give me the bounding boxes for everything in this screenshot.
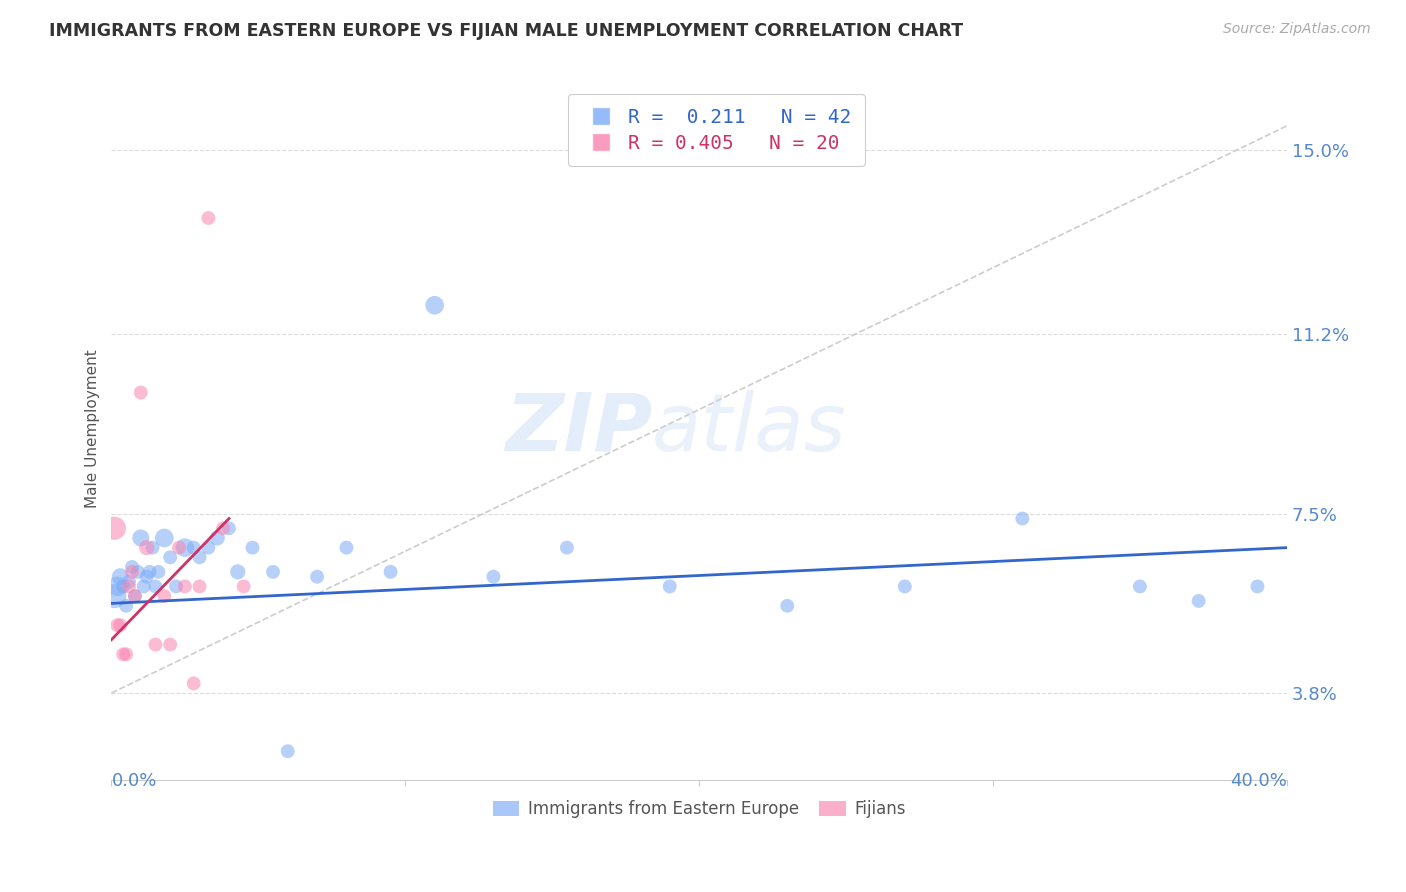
Point: [307, 570, 329, 584]
Point: [153, 589, 176, 603]
Point: [173, 541, 195, 555]
Point: [1246, 579, 1268, 593]
Point: [112, 647, 135, 661]
Point: [135, 570, 157, 584]
Point: [218, 521, 240, 535]
Point: [1011, 511, 1033, 525]
Point: [103, 589, 125, 603]
Text: atlas: atlas: [652, 390, 846, 468]
Point: [118, 579, 141, 593]
Point: [153, 531, 176, 545]
Point: [335, 541, 357, 555]
Point: [124, 589, 146, 603]
Point: [138, 565, 160, 579]
Point: [145, 579, 167, 593]
Point: [129, 531, 152, 545]
Point: [159, 638, 181, 652]
Point: [112, 579, 135, 593]
Point: [183, 676, 205, 690]
Point: [121, 560, 143, 574]
Point: [167, 541, 190, 555]
Point: [129, 385, 152, 400]
Point: [226, 565, 249, 579]
Point: [212, 521, 235, 535]
Point: [188, 550, 211, 565]
Point: [135, 541, 157, 555]
Point: [423, 298, 446, 312]
Point: [776, 599, 799, 613]
Point: [115, 599, 138, 613]
Point: [118, 574, 141, 589]
Point: [262, 565, 284, 579]
Point: [277, 744, 299, 758]
Point: [658, 579, 681, 593]
Point: [232, 579, 254, 593]
Legend: Immigrants from Eastern Europe, Fijians: Immigrants from Eastern Europe, Fijians: [486, 793, 912, 825]
Text: ZIP: ZIP: [505, 390, 652, 468]
Point: [105, 618, 128, 632]
Point: [127, 565, 149, 579]
Point: [145, 638, 167, 652]
Point: [1129, 579, 1152, 593]
Text: IMMIGRANTS FROM EASTERN EUROPE VS FIJIAN MALE UNEMPLOYMENT CORRELATION CHART: IMMIGRANTS FROM EASTERN EUROPE VS FIJIAN…: [49, 22, 963, 40]
Point: [121, 565, 143, 579]
Text: 40.0%: 40.0%: [1230, 772, 1286, 790]
Point: [188, 579, 211, 593]
Point: [105, 579, 128, 593]
Point: [110, 618, 132, 632]
Point: [555, 541, 578, 555]
Point: [115, 647, 138, 661]
Text: 0.0%: 0.0%: [111, 772, 157, 790]
Point: [110, 570, 132, 584]
Point: [141, 541, 163, 555]
Point: [132, 579, 155, 593]
Point: [183, 541, 205, 555]
Point: [242, 541, 264, 555]
Point: [380, 565, 402, 579]
Point: [103, 521, 125, 535]
Point: [197, 541, 219, 555]
Point: [894, 579, 917, 593]
Point: [482, 570, 505, 584]
Point: [173, 579, 195, 593]
Y-axis label: Male Unemployment: Male Unemployment: [86, 350, 100, 508]
Point: [205, 531, 228, 545]
Text: Source: ZipAtlas.com: Source: ZipAtlas.com: [1223, 22, 1371, 37]
Point: [124, 589, 146, 603]
Point: [165, 579, 187, 593]
Point: [148, 565, 170, 579]
Point: [159, 550, 181, 565]
Point: [1188, 594, 1211, 608]
Point: [197, 211, 219, 225]
